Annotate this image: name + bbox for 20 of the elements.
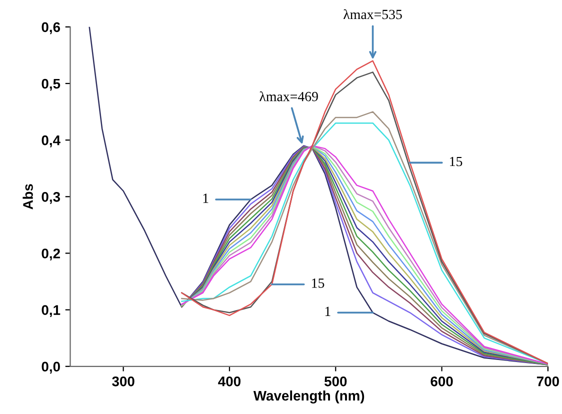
x-tick-label: 600: [430, 376, 453, 386]
annotation: λmax=535: [344, 9, 402, 20]
annotation: 1: [203, 194, 208, 203]
y-tick-label: 0,4: [42, 135, 60, 148]
y-tick-label: 0,5: [42, 78, 60, 91]
y-tick-label: 0,1: [42, 305, 60, 317]
y-tick-label: 0,0: [42, 362, 60, 374]
y-tick-label: 0,2: [42, 248, 60, 260]
x-tick-label: 300: [112, 376, 134, 386]
annotation: 15: [312, 278, 324, 288]
annotation: λmax=469: [260, 91, 318, 102]
y-tick-label: 0,6: [42, 22, 60, 34]
x-tick-label: 500: [324, 376, 347, 386]
x-tick-label: 700: [536, 376, 559, 386]
x-axis-title: Wavelength (nm): [253, 390, 364, 404]
annotation: 1: [325, 306, 330, 316]
y-axis-title: Abs: [22, 184, 33, 210]
x-tick-label: 400: [218, 376, 240, 386]
annotation: 15: [450, 156, 462, 166]
y-tick-label: 0,3: [42, 192, 60, 204]
